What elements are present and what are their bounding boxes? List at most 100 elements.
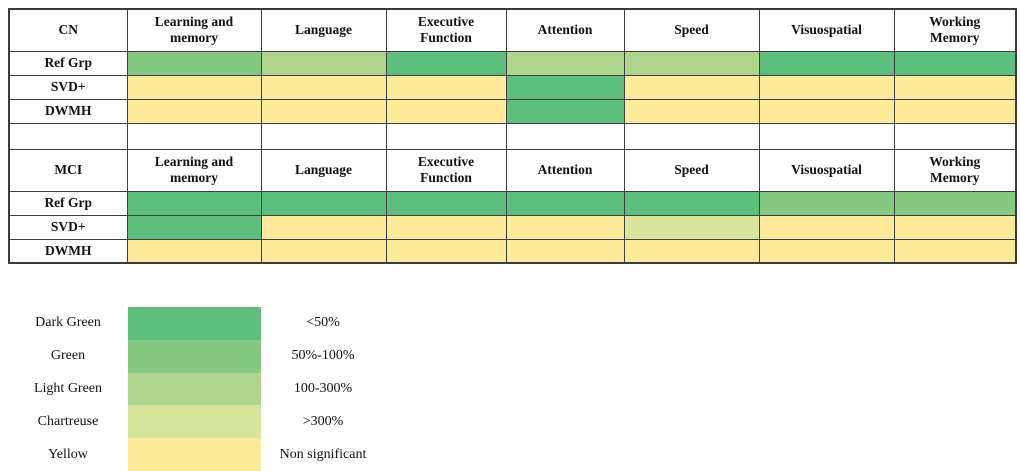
legend-range-label: <50% xyxy=(306,315,340,331)
legend-swatch-light_green xyxy=(128,372,261,406)
spacer-cell xyxy=(260,122,387,150)
column-header: Visuospatial xyxy=(758,148,895,192)
heat-cell-dark_green xyxy=(623,190,760,216)
heat-cell-yellow xyxy=(126,238,262,264)
spacer-cell xyxy=(126,122,262,150)
heat-cell-yellow xyxy=(385,238,507,264)
column-header: Working Memory xyxy=(893,148,1017,192)
row-label: Ref Grp xyxy=(8,50,128,76)
heat-cell-yellow xyxy=(385,98,507,124)
heat-cell-dark_green xyxy=(260,190,387,216)
heat-cell-yellow xyxy=(260,74,387,100)
legend-color-name: Yellow xyxy=(48,446,88,462)
heat-cell-dark_green xyxy=(126,190,262,216)
header-row-cn: CN Learning and memory Language Executive F… xyxy=(8,8,1017,52)
column-header: Attention xyxy=(505,8,625,52)
heat-cell-yellow xyxy=(623,238,760,264)
legend-color-name: Light Green xyxy=(33,380,103,396)
column-header: Attention xyxy=(505,148,625,192)
heat-cell-yellow xyxy=(385,74,507,100)
spacer-cell xyxy=(505,122,625,150)
column-header: Executive Function xyxy=(385,148,507,192)
column-header: Language xyxy=(260,148,387,192)
column-header: Visuospatial xyxy=(758,8,895,52)
heat-cell-light_green xyxy=(260,50,387,76)
column-header: Speed xyxy=(623,148,760,192)
table-row: DWMH xyxy=(8,98,1017,124)
heat-cell-yellow xyxy=(758,98,895,124)
heat-cell-green xyxy=(893,190,1017,216)
heat-cell-dark_green xyxy=(893,50,1017,76)
heat-cell-yellow xyxy=(385,214,507,240)
column-header: Speed xyxy=(623,8,760,52)
column-header: Learning and memory xyxy=(126,8,262,52)
heat-cell-yellow xyxy=(623,98,760,124)
heat-cell-yellow xyxy=(126,98,262,124)
table-row: SVD+ xyxy=(8,214,1017,240)
heat-cell-yellow xyxy=(505,238,625,264)
column-header: Working Memory xyxy=(893,8,1017,52)
legend-range-label: 100-300% xyxy=(293,380,353,396)
heat-cell-yellow xyxy=(260,238,387,264)
legend-row: Dark Green <50% xyxy=(8,307,379,340)
heat-cell-light_green xyxy=(505,50,625,76)
column-header: Learning and memory xyxy=(126,148,262,192)
heat-cell-dark_green xyxy=(385,190,507,216)
legend-range-label: Non significant xyxy=(279,446,367,462)
legend-range-label: 50%-100% xyxy=(291,348,355,364)
legend-swatch-chartreuse xyxy=(128,405,261,439)
heat-cell-dark_green xyxy=(505,98,625,124)
heat-cell-yellow xyxy=(893,238,1017,264)
row-label: DWMH xyxy=(8,98,128,124)
spacer-cell xyxy=(8,122,128,150)
heat-cell-chartreuse xyxy=(623,214,760,240)
legend-swatch-yellow xyxy=(128,438,261,471)
header-row-mci: MCI Learning and memory Language Executive … xyxy=(8,148,1017,192)
heat-cell-yellow xyxy=(758,74,895,100)
table-row: Ref Grp xyxy=(8,50,1017,76)
group-header-mci: MCI xyxy=(8,148,128,192)
table-row: Ref Grp xyxy=(8,190,1017,216)
legend-row: Yellow Non significant xyxy=(8,438,379,471)
table-row: DWMH xyxy=(8,238,1017,264)
table-row: SVD+ xyxy=(8,74,1017,100)
spacer-cell xyxy=(385,122,507,150)
spacer-cell xyxy=(623,122,760,150)
heat-cell-green xyxy=(126,50,262,76)
heat-cell-yellow xyxy=(758,238,895,264)
color-legend: Dark Green <50% Green 50%-100% Light Green 10… xyxy=(8,307,379,471)
heat-cell-yellow xyxy=(260,98,387,124)
legend-row: Green 50%-100% xyxy=(8,339,379,373)
row-label: Ref Grp xyxy=(8,190,128,216)
column-header: Executive Function xyxy=(385,8,507,52)
heat-cell-dark_green xyxy=(385,50,507,76)
row-label: DWMH xyxy=(8,238,128,264)
legend-range-label: >300% xyxy=(302,413,344,429)
group-header-cn: CN xyxy=(8,8,128,52)
legend-row: Light Green 100-300% xyxy=(8,372,379,406)
legend-row: Chartreuse >300% xyxy=(8,405,379,439)
heat-cell-yellow xyxy=(623,74,760,100)
heat-cell-yellow xyxy=(893,98,1017,124)
row-label: SVD+ xyxy=(8,214,128,240)
heat-cell-yellow xyxy=(260,214,387,240)
heat-cell-yellow xyxy=(893,214,1017,240)
heat-cell-yellow xyxy=(893,74,1017,100)
heatmap-table: CN Learning and memory Language Executive F… xyxy=(8,8,1017,264)
heat-cell-dark_green xyxy=(758,50,895,76)
spacer-cell xyxy=(893,122,1017,150)
heat-cell-dark_green xyxy=(505,190,625,216)
row-label: SVD+ xyxy=(8,74,128,100)
legend-color-name: Chartreuse xyxy=(37,413,99,429)
legend-swatch-green xyxy=(128,339,261,373)
heat-cell-light_green xyxy=(623,50,760,76)
heat-cell-yellow xyxy=(758,214,895,240)
heat-cell-green xyxy=(758,190,895,216)
spacer-row xyxy=(8,122,1017,150)
heat-cell-yellow xyxy=(505,214,625,240)
legend-color-name: Dark Green xyxy=(35,315,101,331)
heat-cell-yellow xyxy=(126,74,262,100)
legend-swatch-dark_green xyxy=(128,307,261,340)
column-header: Language xyxy=(260,8,387,52)
